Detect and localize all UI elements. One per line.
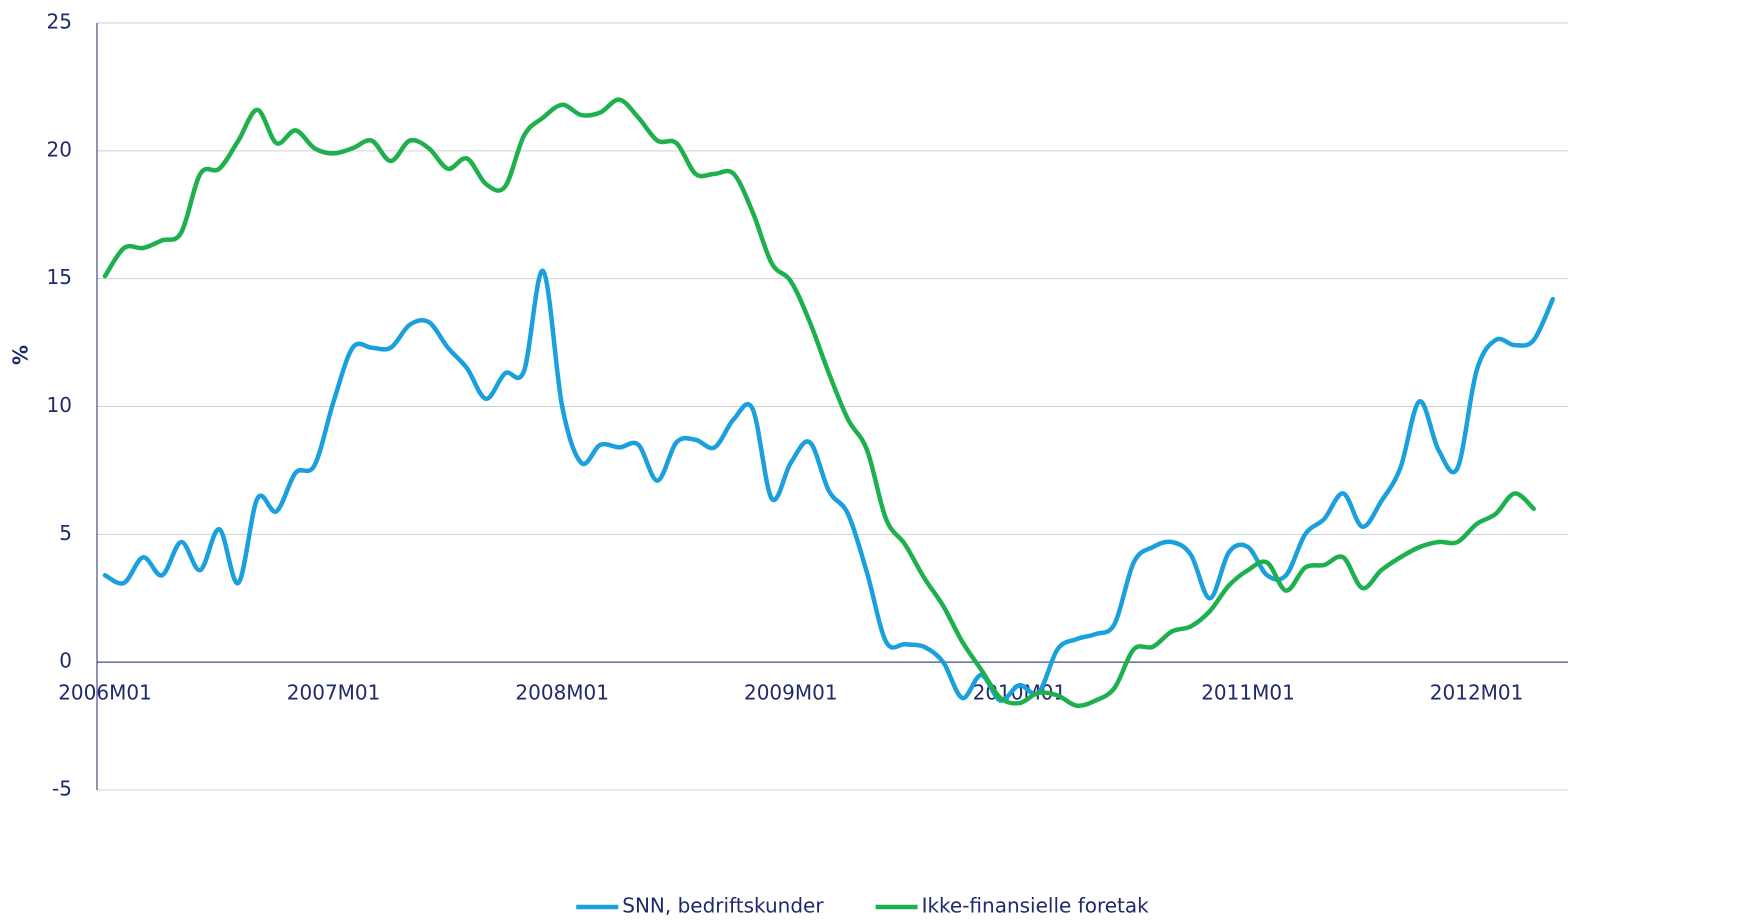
x-tick-label: 2012M01: [1430, 681, 1524, 705]
legend-label: Ikke-finansielle foretak: [922, 894, 1150, 918]
series-line: [102, 97, 1536, 709]
y-tick-label: 25: [47, 10, 72, 34]
x-tick-label: 2009M01: [744, 681, 838, 705]
y-tick-label: 10: [47, 393, 72, 417]
series-line: [102, 268, 1556, 703]
x-tick-label: 2008M01: [515, 681, 609, 705]
legend: SNN, bedriftskunder Ikke-finansielle fore…: [576, 894, 1149, 918]
x-tick-label: 2007M01: [287, 681, 381, 705]
y-axis-title: %: [9, 345, 33, 365]
y-tick-label: 0: [59, 649, 72, 673]
y-tick-label: 20: [47, 137, 72, 161]
x-tick-label: 2011M01: [1201, 681, 1295, 705]
y-tick-label: 5: [59, 521, 72, 545]
x-tick-label: 2006M01: [58, 681, 152, 705]
y-tick-label: 15: [47, 265, 72, 289]
legend-label: SNN, bedriftskunder: [622, 894, 824, 918]
y-tick-label: -5: [52, 777, 72, 801]
